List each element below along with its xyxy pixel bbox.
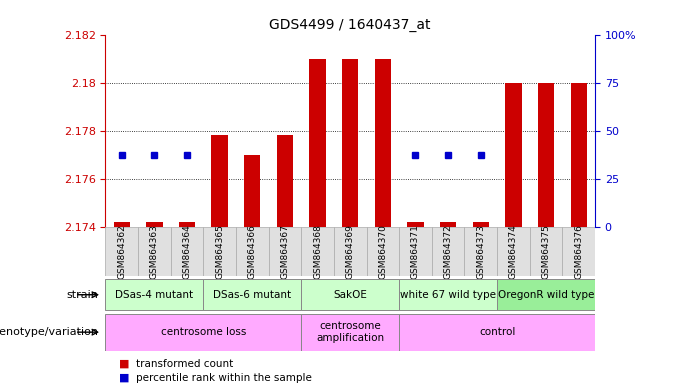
Bar xyxy=(440,222,456,227)
Text: OregonR wild type: OregonR wild type xyxy=(498,290,594,300)
Bar xyxy=(497,227,530,276)
Text: centrosome
amplification: centrosome amplification xyxy=(316,321,384,343)
Title: GDS4499 / 1640437_at: GDS4499 / 1640437_at xyxy=(269,18,431,32)
Text: GSM864363: GSM864363 xyxy=(150,224,159,279)
Text: ■: ■ xyxy=(119,359,129,369)
Bar xyxy=(342,59,358,227)
Text: GSM864369: GSM864369 xyxy=(345,224,355,279)
Text: GSM864375: GSM864375 xyxy=(541,224,551,279)
Bar xyxy=(505,83,522,227)
Bar xyxy=(171,227,203,276)
Text: GSM864372: GSM864372 xyxy=(443,224,453,279)
Bar xyxy=(203,279,301,310)
Bar xyxy=(473,222,489,227)
Bar xyxy=(497,279,595,310)
Text: GSM864370: GSM864370 xyxy=(378,224,388,279)
Bar xyxy=(407,222,424,227)
Bar xyxy=(562,227,595,276)
Bar xyxy=(464,227,497,276)
Text: DSas-6 mutant: DSas-6 mutant xyxy=(214,290,291,300)
Bar xyxy=(203,227,236,276)
Text: GSM864374: GSM864374 xyxy=(509,224,518,279)
Bar xyxy=(269,227,301,276)
Bar xyxy=(399,279,497,310)
Bar xyxy=(244,155,260,227)
Bar xyxy=(211,136,228,227)
Text: GSM864368: GSM864368 xyxy=(313,224,322,279)
Text: SakOE: SakOE xyxy=(333,290,367,300)
Bar xyxy=(399,227,432,276)
Bar xyxy=(530,227,562,276)
Bar xyxy=(571,83,587,227)
Text: GSM864376: GSM864376 xyxy=(574,224,583,279)
Text: ■: ■ xyxy=(119,373,129,383)
Text: control: control xyxy=(479,327,515,337)
Text: transformed count: transformed count xyxy=(136,359,233,369)
Text: genotype/variation: genotype/variation xyxy=(0,327,99,337)
Bar xyxy=(301,227,334,276)
Text: DSas-4 mutant: DSas-4 mutant xyxy=(116,290,193,300)
Bar xyxy=(105,314,301,351)
Bar xyxy=(367,227,399,276)
Bar xyxy=(309,59,326,227)
Bar xyxy=(146,222,163,227)
Bar xyxy=(105,279,203,310)
Bar xyxy=(277,136,293,227)
Text: GSM864373: GSM864373 xyxy=(476,224,486,279)
Bar xyxy=(236,227,269,276)
Bar xyxy=(301,279,399,310)
Text: GSM864366: GSM864366 xyxy=(248,224,257,279)
Bar xyxy=(399,314,595,351)
Text: strain: strain xyxy=(67,290,99,300)
Bar xyxy=(179,222,195,227)
Text: white 67 wild type: white 67 wild type xyxy=(400,290,496,300)
Bar xyxy=(138,227,171,276)
Text: GSM864362: GSM864362 xyxy=(117,224,126,279)
Bar xyxy=(105,227,138,276)
Text: GSM864364: GSM864364 xyxy=(182,224,192,279)
Text: percentile rank within the sample: percentile rank within the sample xyxy=(136,373,312,383)
Text: GSM864367: GSM864367 xyxy=(280,224,290,279)
Text: GSM864365: GSM864365 xyxy=(215,224,224,279)
Text: GSM864371: GSM864371 xyxy=(411,224,420,279)
Bar xyxy=(432,227,464,276)
Bar xyxy=(375,59,391,227)
Text: centrosome loss: centrosome loss xyxy=(160,327,246,337)
Bar xyxy=(301,314,399,351)
Bar xyxy=(114,222,130,227)
Bar xyxy=(538,83,554,227)
Bar xyxy=(334,227,367,276)
